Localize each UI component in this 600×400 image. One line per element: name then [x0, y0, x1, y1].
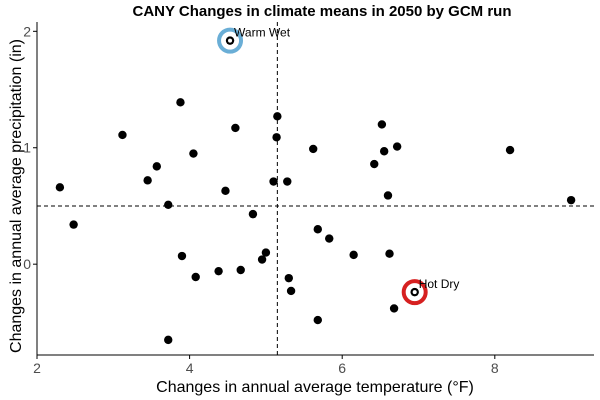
data-point [231, 123, 240, 133]
x-tick-label: 8 [491, 360, 499, 376]
data-point [236, 265, 245, 275]
x-tick-label: 2 [33, 360, 41, 376]
data-point [284, 273, 293, 283]
data-point [286, 286, 296, 296]
data-point [257, 255, 267, 264]
data-point [55, 183, 65, 192]
y-tick-label: 0 [23, 256, 31, 272]
data-point [261, 248, 271, 257]
data-point [309, 144, 318, 154]
data-point [118, 130, 127, 140]
data-point [164, 200, 173, 210]
data-point [248, 209, 258, 219]
data-point [385, 249, 394, 258]
data-point [392, 142, 402, 151]
x-tick-label: 4 [186, 360, 194, 376]
data-point [191, 272, 200, 282]
data-point [143, 176, 152, 185]
highlight-ring [217, 27, 244, 54]
data-point [164, 335, 173, 345]
data-point [349, 250, 358, 260]
x-tick-label: 6 [338, 360, 346, 376]
data-point [69, 220, 78, 229]
data-point [313, 225, 322, 234]
data-point [377, 120, 387, 129]
y-tick-label: 1 [23, 140, 31, 156]
data-point [176, 98, 185, 107]
data-point [272, 133, 281, 142]
data-point [273, 112, 282, 121]
data-point [389, 304, 399, 313]
data-point [177, 251, 187, 261]
annotation-label: Hot Dry [419, 277, 460, 291]
y-axis-ticks: 0 1 2 [23, 23, 37, 272]
data-point [566, 195, 576, 205]
data-point [214, 266, 223, 276]
chart-title: CANY Changes in climate means in 2050 by… [133, 3, 512, 20]
data-points [55, 36, 576, 345]
data-point [152, 162, 161, 171]
data-point [325, 234, 334, 243]
data-point [379, 147, 389, 156]
highlight-center-dot [228, 38, 233, 43]
reference-lines [37, 22, 594, 355]
x-axis-label: Changes in annual average temperature (°… [156, 379, 474, 396]
data-point [370, 159, 379, 169]
data-point [269, 177, 278, 186]
highlight-ring [401, 279, 428, 306]
data-point [283, 177, 292, 186]
data-point [221, 186, 230, 196]
data-point [313, 315, 322, 325]
data-point [189, 149, 198, 158]
annotation-label: Warm Wet [234, 26, 291, 40]
annotations: Warm Wet Hot Dry [217, 26, 460, 306]
x-axis-ticks: 2 4 6 8 [33, 355, 499, 376]
data-point [383, 191, 393, 200]
y-axis-label: Changes in annual average precipitation … [8, 39, 25, 353]
highlight-center-dot [412, 290, 417, 295]
data-point [505, 145, 515, 155]
y-tick-label: 2 [23, 23, 31, 39]
